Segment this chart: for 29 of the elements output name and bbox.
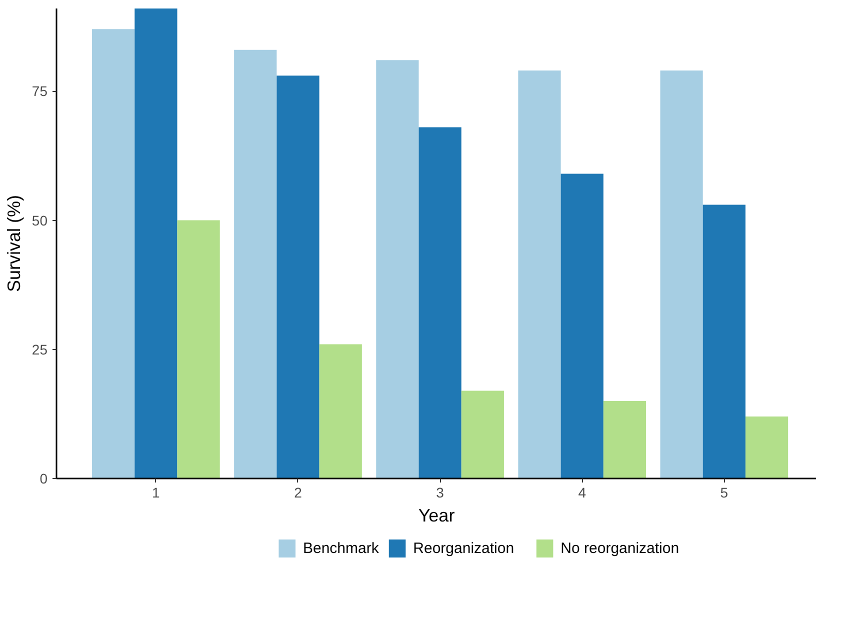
bar	[276, 76, 320, 478]
x-tick-label: 1	[152, 484, 160, 500]
legend-label: Benchmark	[302, 540, 380, 557]
y-tick-label: 0	[40, 470, 48, 486]
bar	[702, 204, 746, 478]
y-tick-label: 50	[32, 212, 48, 228]
bar	[177, 220, 220, 478]
bar	[92, 29, 135, 478]
y-tick-label: 75	[32, 83, 48, 100]
bar	[518, 70, 561, 478]
legend-label: No reorganization	[560, 540, 680, 557]
x-tick-label: 2	[294, 484, 302, 500]
x-tick-label: 5	[720, 484, 728, 500]
y-tick-label: 25	[32, 341, 48, 358]
bar	[134, 8, 178, 478]
bar	[418, 127, 462, 478]
bar	[603, 401, 646, 478]
x-tick-label: 3	[436, 484, 444, 500]
y-axis-title: Survival (%)	[4, 194, 24, 292]
bar	[461, 390, 504, 478]
bar	[560, 174, 604, 478]
bar	[319, 344, 362, 478]
bar	[234, 50, 277, 478]
x-axis-title: Year	[418, 506, 455, 526]
x-tick-label: 4	[578, 484, 586, 500]
bar	[376, 60, 419, 478]
bar	[745, 416, 788, 478]
bar	[660, 70, 703, 478]
legend-label: Reorganization	[413, 540, 514, 557]
